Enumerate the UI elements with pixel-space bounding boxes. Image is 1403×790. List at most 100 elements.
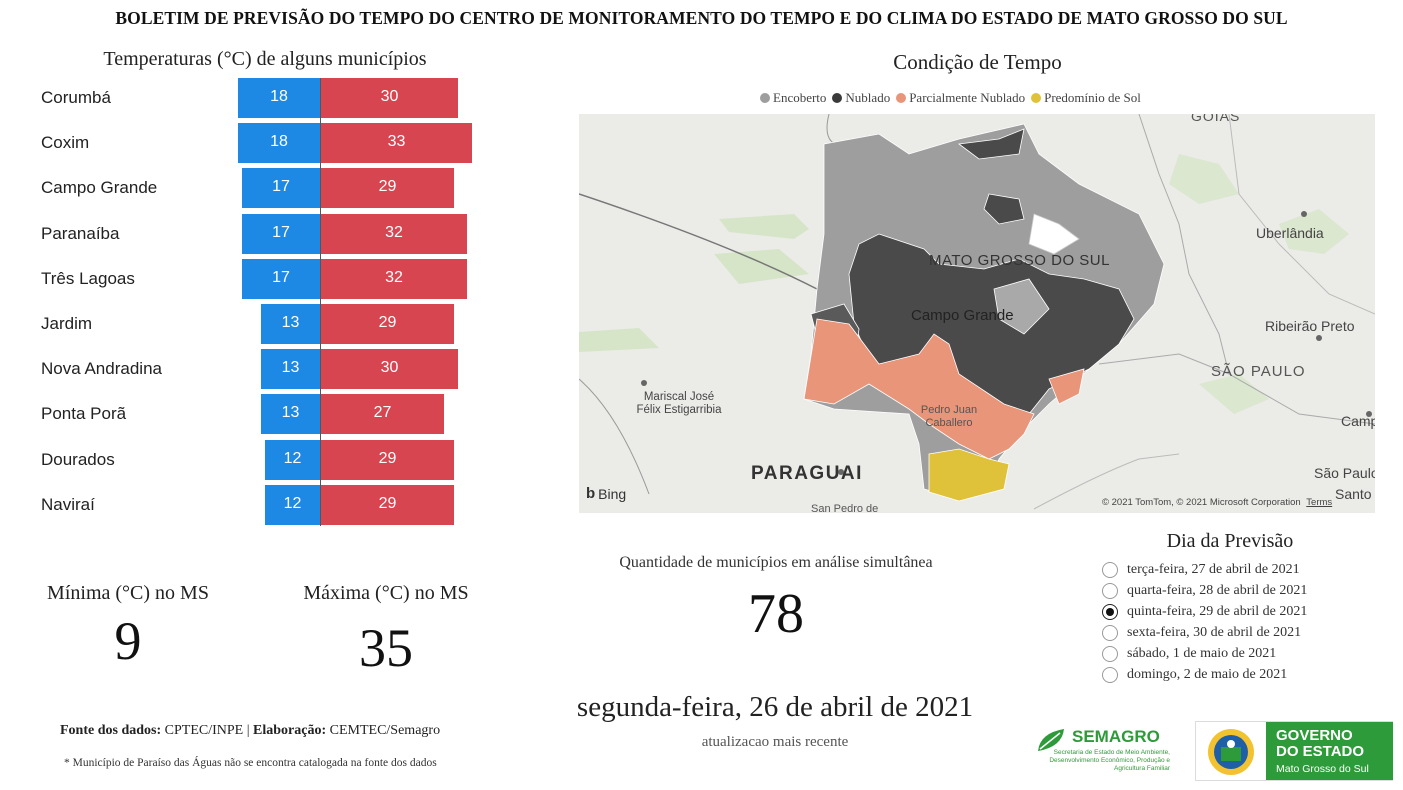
- temperature-row: Campo Grande 17 29: [0, 168, 560, 210]
- min-temp-bar: 12: [265, 485, 320, 525]
- map-label-uberlandia: Uberlândia: [1256, 225, 1324, 241]
- forecast-day-title: Dia da Previsão: [1166, 530, 1294, 552]
- source-label: Fonte dos dados:: [60, 723, 162, 738]
- elaboration-label: Elaboração:: [253, 723, 327, 738]
- condition-legend: Encoberto Nublado Parcialmente Nublado Pred…: [760, 90, 1200, 106]
- temperature-row: Paranaíba 17 32: [0, 214, 560, 256]
- city-name: Nova Andradina: [41, 359, 162, 378]
- radio-button[interactable]: [1102, 667, 1118, 683]
- max-temp-bar: 29: [321, 440, 454, 480]
- legend-label: Parcialmente Nublado: [909, 90, 1026, 105]
- bulletin-title: BOLETIM DE PREVISÃO DO TEMPO DO CENTRO D…: [115, 8, 1288, 28]
- radio-button-selected[interactable]: [1102, 604, 1118, 620]
- government-line-2: DO ESTADO: [1276, 743, 1365, 760]
- min-temp-bar: 13: [261, 394, 320, 434]
- min-temp-bar: 17: [242, 168, 320, 208]
- max-temp-bar: 32: [321, 214, 467, 254]
- max-temp-bar: 30: [321, 349, 458, 389]
- min-temp-label: Mínima (°C) no MS: [47, 582, 209, 604]
- legend-color-dot: [760, 93, 770, 103]
- forecast-day-option[interactable]: terça-feira, 27 de abril de 2021: [1102, 560, 1300, 580]
- map-label-campinas: Campir: [1341, 413, 1375, 429]
- map-label-sao-paulo-state: SÃO PAULO: [1211, 363, 1306, 380]
- city-name: Jardim: [41, 314, 93, 333]
- map-label-paraguai: PARAGUAI: [751, 463, 863, 484]
- municipality-count-label: Quantidade de municípios em análise simu…: [619, 554, 933, 571]
- source-separator: |: [246, 723, 250, 738]
- semagro-leaf-icon: [1038, 729, 1064, 751]
- temperatures-title: Temperaturas (°C) de alguns municípios: [103, 48, 427, 70]
- government-line-1: GOVERNO: [1276, 727, 1353, 744]
- radio-button[interactable]: [1102, 583, 1118, 599]
- city-name: Coxim: [41, 133, 90, 152]
- radio-button[interactable]: [1102, 625, 1118, 641]
- map-label-ribeirao-preto: Ribeirão Preto: [1265, 318, 1355, 334]
- max-temp-label: Máxima (°C) no MS: [303, 582, 469, 604]
- map-label-mariscal: Mariscal José Félix Estigarribia: [636, 391, 722, 416]
- legend-color-dot: [1031, 93, 1042, 103]
- map-label-pedro-juan: Pedro Juan Caballero: [920, 404, 978, 429]
- city-name: Campo Grande: [41, 178, 158, 197]
- max-temp-bar: 27: [321, 394, 444, 434]
- max-temp-bar: 29: [321, 304, 454, 344]
- data-source: Fonte dos dados: CPTEC/INPE | Elaboração…: [60, 723, 440, 739]
- map-label-state: MATO GROSSO DO SUL: [929, 252, 1110, 269]
- bing-label: Bing: [598, 485, 627, 502]
- legend-color-dot: [896, 93, 907, 103]
- legend-color-dot: [832, 93, 843, 103]
- weather-map[interactable]: GOIAS MATO GROSSO DO SUL Campo Grande Ub…: [579, 114, 1375, 513]
- max-temp-bar: 30: [321, 78, 458, 118]
- map-label-goias: GOIAS: [1191, 114, 1241, 124]
- legend-item[interactable]: Predomínio de Sol: [1031, 90, 1141, 106]
- forecast-day-label: sexta-feira, 30 de abril de 2021: [1127, 625, 1302, 640]
- max-temp-bar: 33: [321, 123, 472, 163]
- map-terms-link[interactable]: Terms: [1306, 497, 1333, 508]
- max-temp-bar: 29: [321, 485, 454, 525]
- radio-button[interactable]: [1102, 646, 1118, 662]
- map-label-sao-paulo-city: São Paulo: [1314, 465, 1375, 481]
- map-graphic: [579, 114, 1375, 513]
- semagro-logo: SEMAGRO Secretaria de Estado de Meio Amb…: [1034, 725, 1174, 780]
- max-temp-bar: 32: [321, 259, 467, 299]
- forecast-day-option[interactable]: quarta-feira, 28 de abril de 2021: [1102, 581, 1307, 601]
- min-temp-value: 9: [114, 611, 142, 671]
- min-temp-bar: 13: [261, 349, 320, 389]
- forecast-day-option[interactable]: sábado, 1 de maio de 2021: [1102, 644, 1276, 664]
- legend-item[interactable]: Encoberto: [760, 90, 826, 106]
- state-seal-icon: [1208, 729, 1254, 775]
- update-date: segunda-feira, 26 de abril de 2021: [576, 691, 974, 723]
- forecast-day-option[interactable]: domingo, 2 de maio de 2021: [1102, 665, 1287, 685]
- radio-button[interactable]: [1102, 562, 1118, 578]
- map-copyright: © 2021 TomTom, © 2021 Microsoft Corporat…: [1102, 497, 1332, 508]
- semagro-name: SEMAGRO: [1072, 727, 1160, 746]
- source-value: CPTEC/INPE: [164, 723, 244, 738]
- map-label-san-pedro: San Pedro de: [811, 503, 879, 513]
- temperature-row: Três Lagoas 17 32: [0, 259, 560, 301]
- city-name: Três Lagoas: [41, 269, 135, 288]
- update-caption: atualizacao mais recente: [701, 734, 849, 750]
- legend-label: Encoberto: [773, 90, 827, 105]
- city-name: Ponta Porã: [41, 404, 127, 423]
- forecast-day-option[interactable]: sexta-feira, 30 de abril de 2021: [1102, 623, 1301, 643]
- max-temp-value: 35: [359, 618, 413, 678]
- min-temp-bar: 13: [261, 304, 320, 344]
- city-name: Paranaíba: [41, 224, 120, 243]
- map-label-campo-grande: Campo Grande: [911, 307, 1014, 324]
- forecast-day-label: domingo, 2 de maio de 2021: [1127, 667, 1288, 682]
- min-temp-bar: 17: [242, 259, 320, 299]
- legend-item[interactable]: Parcialmente Nublado: [896, 90, 1025, 106]
- bing-icon: b: [586, 485, 596, 502]
- min-temp-bar: 12: [265, 440, 320, 480]
- temperature-row: Nova Andradina 13 30: [0, 349, 560, 391]
- legend-item[interactable]: Nublado: [832, 90, 890, 106]
- min-temp-bar: 17: [242, 214, 320, 254]
- city-name: Naviraí: [41, 495, 95, 514]
- temperature-row: Dourados 12 29: [0, 440, 560, 482]
- legend-label: Nublado: [845, 90, 891, 105]
- temperature-row: Jardim 13 29: [0, 304, 560, 346]
- condition-title: Condição de Tempo: [893, 50, 1062, 74]
- temperature-row: Corumbá 18 30: [0, 78, 560, 120]
- footnote: * Município de Paraíso das Águas não se …: [64, 757, 437, 769]
- forecast-day-option[interactable]: quinta-feira, 29 de abril de 2021: [1102, 602, 1307, 622]
- legend-label: Predomínio de Sol: [1044, 90, 1141, 105]
